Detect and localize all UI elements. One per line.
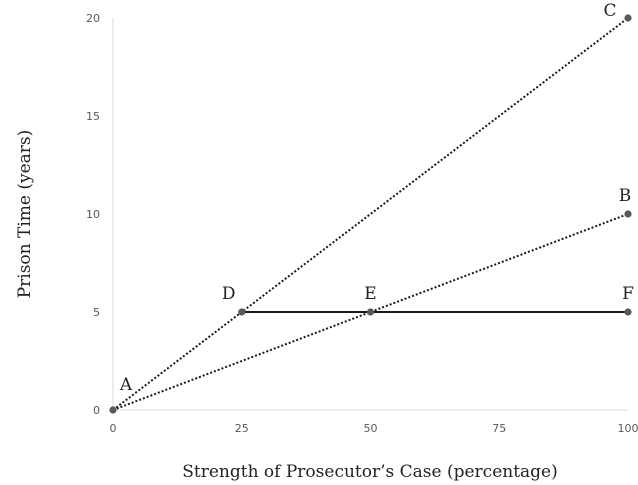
y-axis-title: Prison Time (years) <box>15 130 35 299</box>
series-lines <box>112 17 629 411</box>
point-marker-f <box>624 308 632 316</box>
x-axis-title: Strength of Prosecutor’s Case (percentag… <box>182 462 558 482</box>
point-marker-d <box>238 308 246 316</box>
point-markers <box>109 14 632 414</box>
y-tick-label: 10 <box>86 208 100 221</box>
point-marker-a <box>109 406 117 414</box>
x-tick-label: 75 <box>492 422 506 435</box>
x-tick-label: 50 <box>364 422 378 435</box>
x-tick-label: 100 <box>618 422 638 435</box>
point-marker-e <box>366 308 375 316</box>
y-tick-label: 0 <box>93 404 100 417</box>
y-tick-label: 15 <box>86 110 100 123</box>
x-tick-label: 25 <box>235 422 249 435</box>
point-label-b: B <box>619 186 632 206</box>
point-label-a: A <box>119 375 133 395</box>
point-label-c: C <box>603 1 616 21</box>
point-label-f: F <box>622 284 634 304</box>
point-labels: A B C D E F <box>119 1 634 395</box>
x-tick-label: 0 <box>110 422 117 435</box>
x-tick-labels: 0 25 50 75 100 <box>110 422 638 435</box>
point-label-d: D <box>222 284 236 304</box>
y-tick-label: 5 <box>93 306 100 319</box>
point-marker-b <box>624 210 632 218</box>
point-label-e: E <box>364 284 376 304</box>
y-tick-labels: 0 5 10 15 20 <box>86 12 100 417</box>
y-tick-label: 20 <box>86 12 100 25</box>
series-line-ac <box>112 17 629 411</box>
point-marker-c <box>624 14 632 22</box>
